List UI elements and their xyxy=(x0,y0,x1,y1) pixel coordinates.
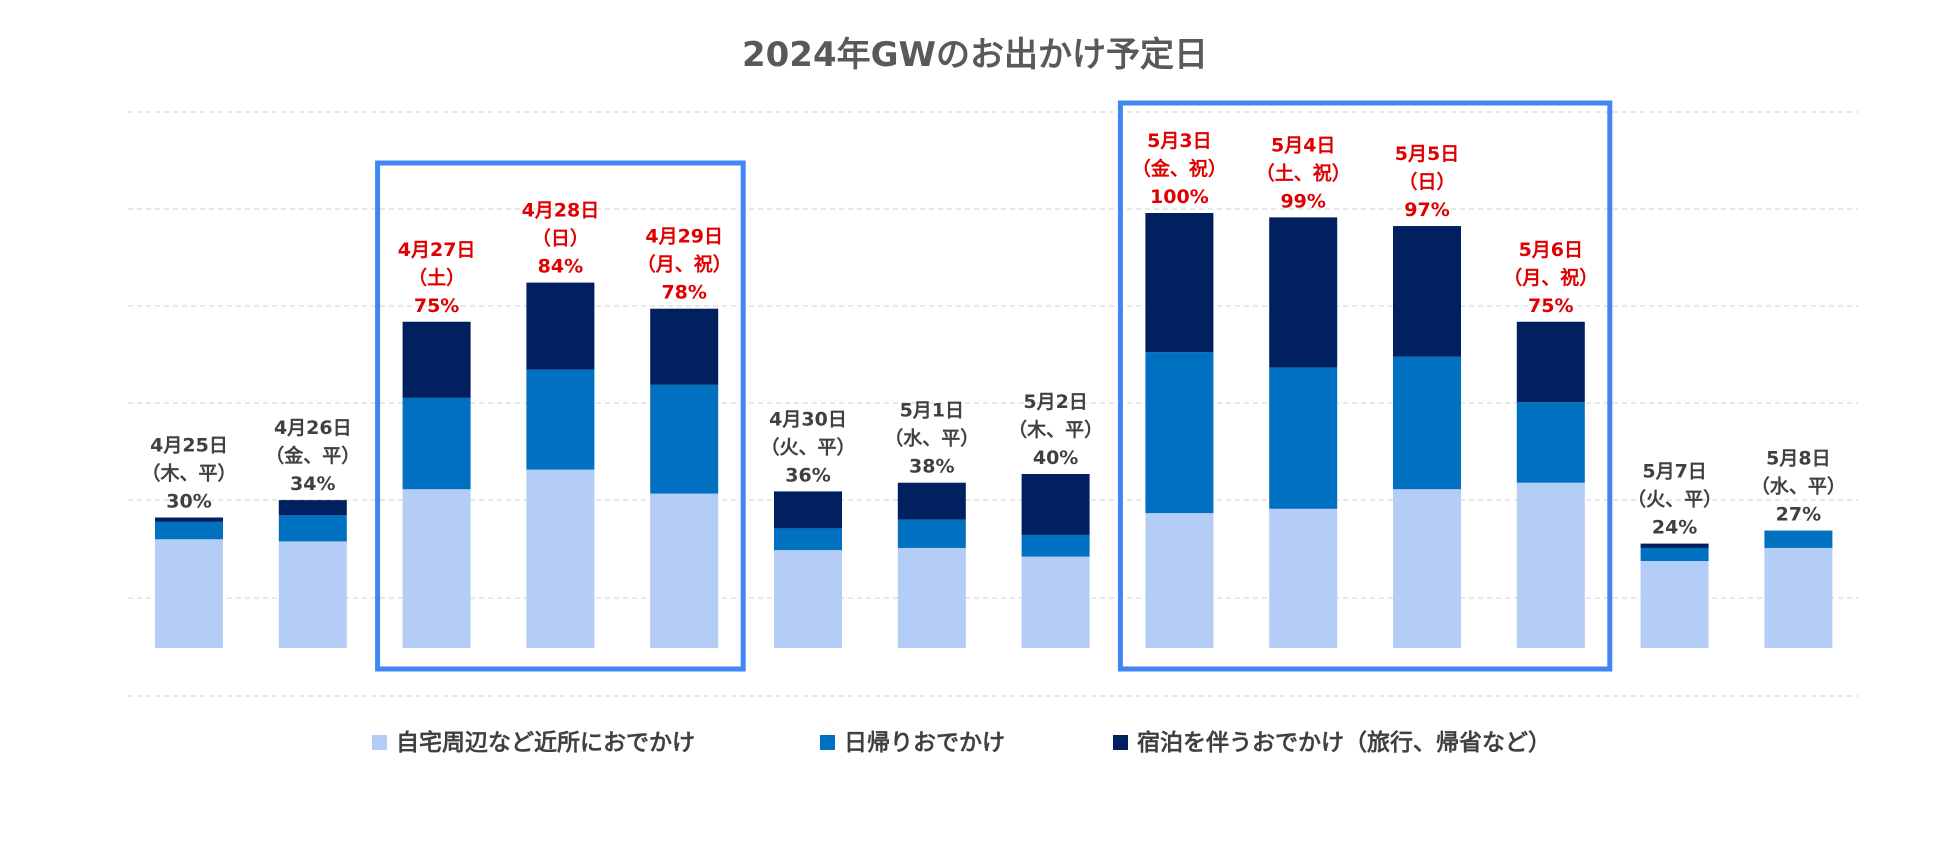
label-date: 5月7日 xyxy=(1642,461,1706,483)
bar-segment xyxy=(402,489,471,648)
legend-swatch xyxy=(1113,735,1128,750)
label-day: （金、祝） xyxy=(1132,157,1227,180)
bar-segment xyxy=(1393,489,1461,648)
data-labels: 4月25日 （木、平） 30% 4月26日 （金、平） 34% 4月27日 （土） 75% 4月2… xyxy=(141,130,1845,539)
bar-segment xyxy=(897,519,966,548)
bar-segment xyxy=(650,384,719,494)
bar-segment xyxy=(1145,513,1214,648)
bar-segment xyxy=(1640,561,1709,648)
label-date: 4月28日 xyxy=(522,200,600,222)
legend-label: 宿泊を伴うおでかけ（旅行、帰省など） xyxy=(1137,729,1551,756)
label-date: 4月29日 xyxy=(645,226,723,248)
bar-segment xyxy=(650,308,719,385)
label-day: （日） xyxy=(532,227,589,250)
bar-segment xyxy=(1145,352,1214,514)
chart-title: 2024年GWのお出かけ予定日 xyxy=(742,35,1208,75)
bar-segment xyxy=(1640,543,1709,548)
highlight-box xyxy=(1117,100,1613,672)
label-total: 40% xyxy=(1033,447,1078,469)
label-day: （月、祝） xyxy=(1503,266,1598,289)
bar-segment xyxy=(526,469,595,648)
bar-segment xyxy=(1764,530,1833,548)
bar-segment xyxy=(774,550,842,648)
bar-segment xyxy=(278,500,347,516)
bar-segment xyxy=(774,528,842,551)
label-date: 5月4日 xyxy=(1271,134,1335,156)
label-total: 84% xyxy=(538,256,583,278)
bar-segment xyxy=(897,482,966,520)
bar-segment xyxy=(1145,213,1214,353)
label-date: 4月25日 xyxy=(150,435,228,457)
bar-segment xyxy=(1021,534,1090,557)
label-day: （木、平） xyxy=(141,462,236,485)
label-day: （木、平） xyxy=(1008,418,1103,441)
bar-segment xyxy=(650,493,719,648)
bar-segment xyxy=(526,369,595,470)
label-total: 78% xyxy=(661,282,706,304)
label-date: 5月8日 xyxy=(1766,448,1830,470)
highlight-box xyxy=(375,160,746,672)
label-total: 27% xyxy=(1776,504,1821,526)
label-total: 97% xyxy=(1404,199,1449,221)
gridlines xyxy=(128,111,1858,697)
bar-segment xyxy=(1640,547,1709,561)
legend-label: 自宅周辺など近所におでかけ xyxy=(396,729,695,756)
bars xyxy=(155,213,1833,648)
bar-segment xyxy=(897,547,966,648)
label-date: 5月1日 xyxy=(900,400,964,422)
bar-segment xyxy=(774,491,842,529)
legend: 自宅周辺など近所におでかけ 日帰りおでかけ 宿泊を伴うおでかけ（旅行、帰省など） xyxy=(372,729,1551,756)
label-date: 5月5日 xyxy=(1395,143,1459,165)
bar-segment xyxy=(1393,226,1461,357)
label-day: （月、祝） xyxy=(637,253,732,276)
bar-segment xyxy=(155,517,223,522)
label-date: 4月30日 xyxy=(769,408,847,430)
label-day: （水、平） xyxy=(1751,475,1846,498)
label-total: 99% xyxy=(1280,190,1325,212)
label-date: 4月26日 xyxy=(274,417,352,439)
legend-swatch xyxy=(372,735,387,750)
bar-segment xyxy=(1021,474,1090,535)
label-total: 24% xyxy=(1652,517,1697,539)
bar-segment xyxy=(1393,356,1461,490)
bar-segment xyxy=(402,321,471,398)
bar-segment xyxy=(1269,217,1338,368)
label-date: 5月3日 xyxy=(1147,130,1211,152)
bar-segment xyxy=(402,397,471,490)
label-total: 100% xyxy=(1150,186,1209,208)
label-total: 75% xyxy=(414,295,459,317)
bar-segment xyxy=(1516,321,1585,403)
label-total: 36% xyxy=(785,464,830,486)
label-total: 30% xyxy=(166,491,211,513)
bar-segment xyxy=(1021,556,1090,648)
label-date: 4月27日 xyxy=(398,239,476,261)
label-day: （水、平） xyxy=(884,427,979,450)
bar-segment xyxy=(1516,482,1585,648)
label-total: 38% xyxy=(909,456,954,478)
highlight-boxes xyxy=(375,100,1613,672)
label-day: （火、平） xyxy=(760,435,855,458)
label-date: 5月6日 xyxy=(1519,239,1583,261)
label-day: （日） xyxy=(1398,170,1455,193)
bar-segment xyxy=(526,282,595,370)
label-day: （土、祝） xyxy=(1256,161,1351,184)
label-day: （火、平） xyxy=(1627,488,1722,511)
bar-segment xyxy=(278,515,347,542)
label-total: 75% xyxy=(1528,295,1573,317)
legend-swatch xyxy=(820,735,835,750)
label-day: （金、平） xyxy=(265,444,360,467)
label-total: 34% xyxy=(290,473,335,495)
bar-segment xyxy=(1269,367,1338,509)
bar-segment xyxy=(1516,402,1585,483)
bar-segment xyxy=(155,521,223,540)
bar-segment xyxy=(278,541,347,648)
legend-label: 日帰りおでかけ xyxy=(844,730,1005,756)
bar-segment xyxy=(155,539,223,648)
label-date: 5月2日 xyxy=(1023,391,1087,413)
bar-segment xyxy=(1764,547,1833,648)
label-day: （土） xyxy=(408,266,465,289)
bar-segment xyxy=(1269,508,1338,648)
